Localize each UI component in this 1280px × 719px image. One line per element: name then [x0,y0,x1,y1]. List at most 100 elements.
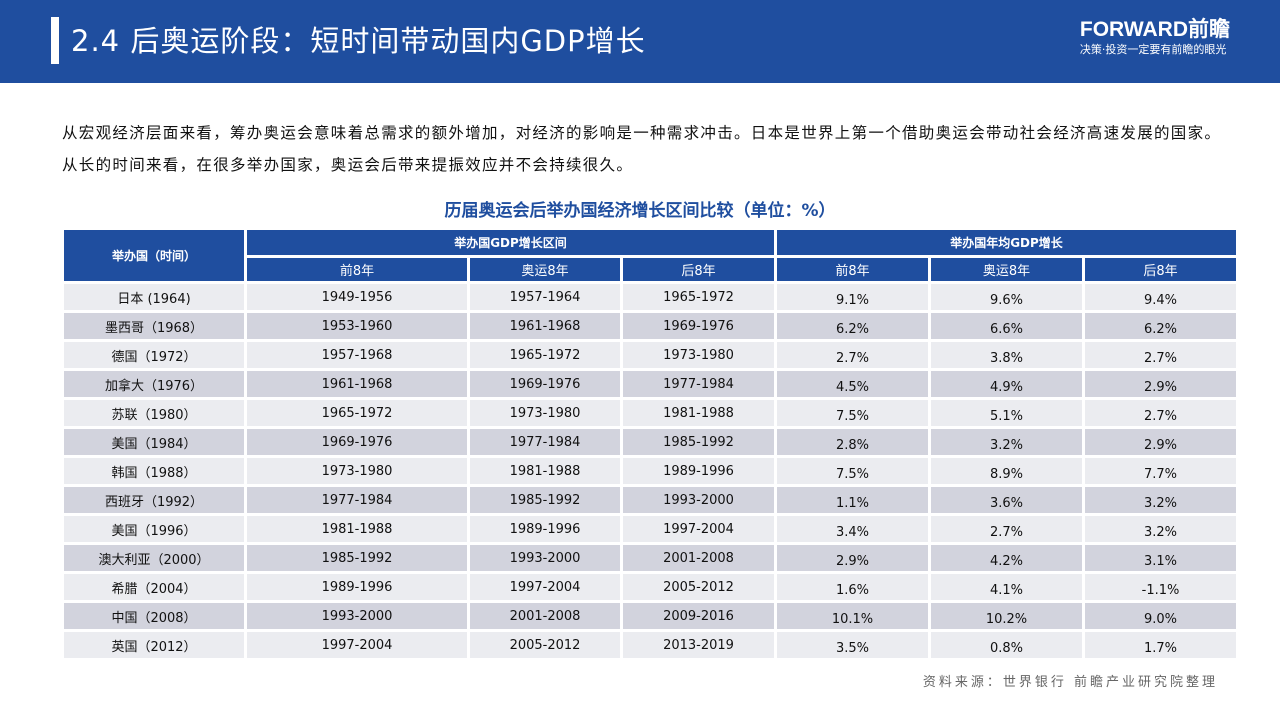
growth-cell: 6.2% [1085,313,1236,339]
table-row: 英国（2012） 1997-2004 2005-2012 2013-2019 3.5% 0… [64,632,1236,658]
period-cell: 1981-1988 [623,400,774,426]
growth-cell: 3.2% [931,429,1082,455]
country-cell: 韩国（1988） [64,458,244,484]
growth-cell: 10.1% [777,603,928,629]
period-cell: 1965-1972 [247,400,467,426]
growth-cell: 3.5% [777,632,928,658]
country-cell: 英国（2012） [64,632,244,658]
period-cell: 1989-1996 [470,516,620,542]
growth-cell: 2.7% [931,516,1082,542]
country-cell: 希腊（2004） [64,574,244,600]
table-row: 德国（1972） 1957-1968 1965-1972 1973-1980 2.7% 3… [64,342,1236,368]
period-cell: 1953-1960 [247,313,467,339]
sub-header: 后8年 [623,258,774,281]
sub-header: 奥运8年 [470,258,620,281]
growth-cell: 2.9% [1085,429,1236,455]
period-cell: 2005-2012 [470,632,620,658]
growth-cell: 4.9% [931,371,1082,397]
period-cell: 1977-1984 [247,487,467,513]
period-cell: 1957-1964 [470,284,620,310]
period-cell: 1965-1972 [470,342,620,368]
period-cell: 1961-1968 [470,313,620,339]
period-cell: 1985-1992 [623,429,774,455]
country-cell: 德国（1972） [64,342,244,368]
table-row: 苏联（1980） 1965-1972 1973-1980 1981-1988 7.5% 5… [64,400,1236,426]
country-cell: 日本 (1964) [64,284,244,310]
period-cell: 1993-2000 [623,487,774,513]
growth-cell: 2.8% [777,429,928,455]
title-accent-bar [51,17,59,64]
period-cell: 1981-1988 [470,458,620,484]
growth-cell: 9.1% [777,284,928,310]
logo-name: FORWARD前瞻 [1079,18,1230,41]
growth-cell: 9.0% [1085,603,1236,629]
growth-cell: 6.2% [777,313,928,339]
period-cell: 1977-1984 [623,371,774,397]
intro-paragraph: 从宏观经济层面来看，筹办奥运会意味着总需求的额外增加，对经济的影响是一种需求冲击… [62,124,1222,174]
period-cell: 1973-1980 [470,400,620,426]
growth-cell: 5.1% [931,400,1082,426]
period-cell: 1965-1972 [623,284,774,310]
group-header-growth: 举办国年均GDP增长 [777,230,1236,255]
growth-cell: 6.6% [931,313,1082,339]
gdp-comparison-table: 举办国（时间） 举办国GDP增长区间 举办国年均GDP增长 前8年 奥运8年 后8年… [61,227,1239,661]
period-cell: 1989-1996 [623,458,774,484]
growth-cell: 4.5% [777,371,928,397]
period-cell: 1961-1968 [247,371,467,397]
growth-cell: 3.1% [1085,545,1236,571]
period-cell: 1997-2004 [247,632,467,658]
period-cell: 1993-2000 [247,603,467,629]
period-cell: 1969-1976 [470,371,620,397]
period-cell: 1997-2004 [623,516,774,542]
period-cell: 1989-1996 [247,574,467,600]
growth-cell: 2.9% [1085,371,1236,397]
table-row: 西班牙（1992） 1977-1984 1985-1992 1993-2000 1.1%… [64,487,1236,513]
sub-header: 后8年 [1085,258,1236,281]
table-row: 美国（1996） 1981-1988 1989-1996 1997-2004 3.4% 2… [64,516,1236,542]
sub-header: 前8年 [247,258,467,281]
country-cell: 美国（1984） [64,429,244,455]
period-cell: 1973-1980 [623,342,774,368]
period-cell: 1977-1984 [470,429,620,455]
table-row: 中国（2008） 1993-2000 2001-2008 2009-2016 10.1%… [64,603,1236,629]
period-cell: 1973-1980 [247,458,467,484]
table-row: 墨西哥（1968） 1953-1960 1961-1968 1969-1976 6.2%… [64,313,1236,339]
growth-cell: 1.1% [777,487,928,513]
sub-header: 前8年 [777,258,928,281]
growth-cell: 2.9% [777,545,928,571]
period-cell: 1949-1956 [247,284,467,310]
country-cell: 西班牙（1992） [64,487,244,513]
period-cell: 1985-1992 [470,487,620,513]
table-row: 加拿大（1976） 1961-1968 1969-1976 1977-1984 4.5%… [64,371,1236,397]
period-cell: 1997-2004 [470,574,620,600]
table-title: 历届奥运会后举办国经济增长区间比较（单位：%） [444,201,836,221]
table-row: 日本 (1964) 1949-1956 1957-1964 1965-1972 9.1%… [64,284,1236,310]
period-cell: 2005-2012 [623,574,774,600]
country-cell: 加拿大（1976） [64,371,244,397]
period-cell: 1993-2000 [470,545,620,571]
growth-cell: 9.4% [1085,284,1236,310]
growth-cell: 3.2% [1085,516,1236,542]
brand-logo: FORWARD前瞻 决策·投资一定要有前瞻的眼光 [1080,18,1230,58]
header-bar: 2.4 后奥运阶段：短时间带动国内GDP增长 FORWARD前瞻 决策·投资一定… [0,0,1280,83]
growth-cell: 0.8% [931,632,1082,658]
period-cell: 1985-1992 [247,545,467,571]
growth-cell: 3.4% [777,516,928,542]
growth-cell: 1.6% [777,574,928,600]
logo-slogan: 决策·投资一定要有前瞻的眼光 [1079,43,1227,56]
country-cell: 苏联（1980） [64,400,244,426]
country-cell: 澳大利亚（2000） [64,545,244,571]
growth-cell: 7.7% [1085,458,1236,484]
period-cell: 2001-2008 [470,603,620,629]
source-note: 资料来源：世界银行 前瞻产业研究院整理 [922,675,1218,690]
period-cell: 1957-1968 [247,342,467,368]
country-cell: 中国（2008） [64,603,244,629]
table-row: 澳大利亚（2000） 1985-1992 1993-2000 2001-2008 2.9… [64,545,1236,571]
table-row: 希腊（2004） 1989-1996 1997-2004 2005-2012 1.6% 4… [64,574,1236,600]
growth-cell: 3.8% [931,342,1082,368]
table-row: 韩国（1988） 1973-1980 1981-1988 1989-1996 7.5% 8… [64,458,1236,484]
growth-cell: 2.7% [777,342,928,368]
period-cell: 2013-2019 [623,632,774,658]
country-cell: 墨西哥（1968） [64,313,244,339]
growth-cell: 8.9% [931,458,1082,484]
